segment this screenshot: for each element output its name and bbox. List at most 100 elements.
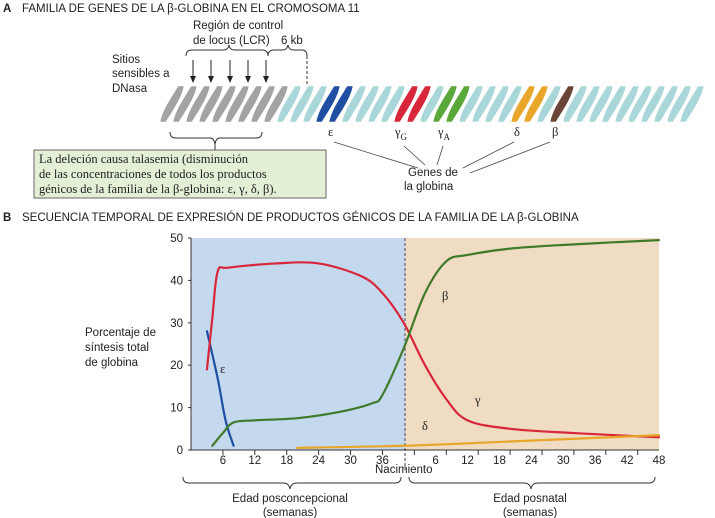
dnase-arrowhead (263, 76, 269, 83)
y-tick-label: 50 (170, 233, 183, 245)
helix-segment (562, 85, 588, 123)
dnase-arrowhead (190, 76, 196, 83)
prenatal-region (191, 238, 405, 450)
chart-grid (222, 450, 639, 455)
series-line-epsilon (205, 330, 235, 447)
postnatal-brace (408, 476, 656, 490)
x-tick-label-postnatal: 6 (432, 455, 438, 467)
helix-segment (536, 85, 562, 123)
lcr-segment (185, 85, 211, 123)
lcr-segment (211, 85, 237, 123)
helix-segment (588, 85, 614, 123)
gene-segment (445, 85, 471, 123)
chart-series (205, 239, 661, 449)
lcr-brace (185, 44, 269, 57)
helix-segment (575, 85, 601, 123)
helix-segment (497, 85, 523, 123)
lcr-segment (237, 85, 263, 123)
lcr-segment (224, 85, 250, 123)
prenatal-label-line2: (semanas) (263, 507, 317, 518)
helix-segment (653, 85, 679, 123)
gene-pointer-lines (333, 141, 551, 174)
y-label-line3: de globina (85, 357, 139, 369)
helix-segment (419, 85, 445, 123)
x-tick-label-prenatal: 6 (220, 455, 226, 467)
x-tick-label-prenatal: 36 (376, 455, 389, 467)
x-tick-label-prenatal: 12 (248, 455, 261, 467)
genes-label-line1: Genes de (408, 167, 458, 179)
helix-segment (276, 85, 302, 123)
panel-b-letter: B (3, 212, 11, 224)
helix-segment (302, 85, 328, 123)
helix-segment (289, 85, 315, 123)
helix-segment (601, 85, 627, 123)
helix-segment (380, 85, 406, 123)
y-label-line1: Porcentaje de (85, 327, 156, 339)
postnatal-region (405, 238, 659, 450)
lcr-label-line1: Región de control (193, 20, 283, 32)
gene-segment (549, 85, 575, 123)
gene-segment (432, 85, 458, 123)
x-tick-label-postnatal: 30 (557, 455, 570, 467)
gene-segment (328, 85, 354, 123)
helix-segment (640, 85, 666, 123)
birth-label: Nacimiento (375, 464, 433, 476)
deletion-text-line3: génicos de la familia de la β-globina: ε… (39, 182, 277, 196)
x-tick-label-prenatal: 18 (280, 455, 293, 467)
dnase-label-line1: Sitios (112, 54, 140, 66)
gene-label-epsilon: ε (328, 125, 333, 139)
gene-segment (406, 85, 432, 123)
gene-segment (510, 85, 536, 123)
helix-segment (666, 85, 692, 123)
y-tick-label: 40 (170, 275, 183, 287)
deletion-text-line2: de las concentraciones de todos los prod… (39, 167, 267, 181)
dnase-arrowhead (208, 76, 214, 83)
panel-a-letter: A (3, 3, 11, 15)
gene-segment (315, 85, 341, 123)
panel-a-title: FAMILIA DE GENES DE LA β-GLOBINA EN EL C… (22, 3, 360, 15)
y-tick-label: 0 (177, 445, 183, 457)
helix-segment (458, 85, 484, 123)
series-label-delta: δ (422, 419, 428, 433)
y-tick-labels: 0 10 20 30 40 50 (170, 233, 191, 457)
helix-segment (679, 85, 705, 123)
helix-segment (484, 85, 510, 123)
dnase-label-line3: DNasa (112, 83, 148, 95)
x-tick-label-postnatal: 18 (493, 455, 506, 467)
prenatal-brace (182, 476, 402, 490)
prenatal-label-line1: Edad posconcepcional (232, 493, 348, 505)
postnatal-label-line2: (semanas) (503, 507, 557, 518)
helix-segment (471, 85, 497, 123)
y-tick-label: 20 (170, 360, 183, 372)
gene-segment (523, 85, 549, 123)
series-line-gamma (205, 261, 661, 439)
helix-segment (367, 85, 393, 123)
gene-label-delta: δ (514, 125, 520, 139)
lcr-segment (198, 85, 224, 123)
postnatal-label-line1: Edad posnatal (493, 493, 567, 505)
genes-label-line2: la globina (404, 181, 454, 193)
series-label-beta: β (442, 289, 448, 303)
x-tick-labels: 6 12 18 24 30 36 6 12 18 24 30 36 42 48 (220, 455, 666, 467)
series-line-delta (296, 434, 661, 449)
gene-label-gamma-a: γA (437, 125, 451, 142)
deletion-box (33, 149, 327, 199)
dnase-label-line2: sensibles a (112, 68, 170, 80)
lcr-segment (250, 85, 276, 123)
deletion-brace (169, 131, 263, 145)
x-tick-label-postnatal: 12 (461, 455, 474, 467)
gene-label-beta: β (552, 125, 558, 139)
panel-b-title: SECUENCIA TEMPORAL DE EXPRESIÓN DE PRODU… (22, 211, 579, 224)
series-line-beta (211, 239, 661, 447)
gene-label-gamma-g: γG (394, 125, 408, 142)
x-tick-label-prenatal: 24 (312, 455, 325, 467)
y-tick-label: 10 (170, 403, 183, 415)
series-label-gamma: γ (474, 393, 481, 407)
y-tick-label: 30 (170, 318, 183, 330)
x-tick-label-postnatal: 24 (525, 455, 538, 467)
helix-segment (341, 85, 367, 123)
distance-brace (267, 44, 308, 57)
helix-segment (354, 85, 380, 123)
helix-segment (627, 85, 653, 123)
